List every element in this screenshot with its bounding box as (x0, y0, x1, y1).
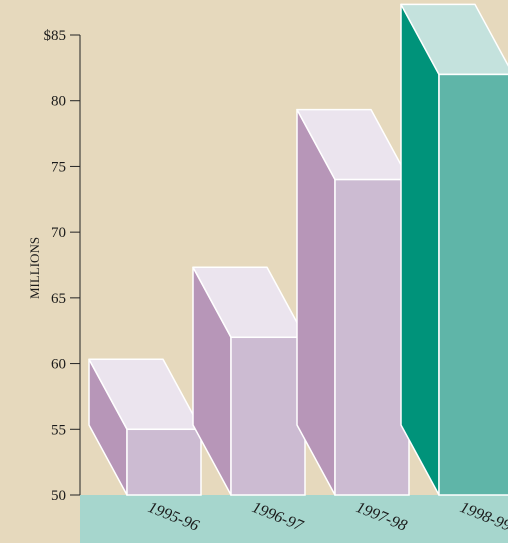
y-tick-label: 80 (51, 94, 66, 110)
y-tick-label: 55 (51, 422, 66, 438)
bar-front-face (438, 73, 508, 496)
bar (192, 266, 306, 496)
bar (88, 358, 202, 496)
y-tick-label: 75 (51, 159, 66, 175)
y-tick-label: 65 (51, 291, 66, 307)
bars-layer (80, 3, 508, 543)
bar-front-face (230, 336, 306, 496)
bar (296, 108, 410, 496)
bar-front-face (126, 428, 202, 496)
bar-side-face (400, 3, 440, 496)
chart-base (80, 495, 508, 543)
bar (400, 3, 508, 496)
bar-front-face (334, 178, 410, 496)
y-axis-label: MILLIONS (27, 237, 42, 299)
y-axis: 50 55 60 65 70 75 80 $85 (44, 28, 81, 504)
y-tick-label: 60 (51, 357, 66, 373)
y-tick-label: 70 (51, 225, 66, 241)
y-tick-label: 50 (51, 488, 66, 504)
bar-top-face (400, 3, 508, 76)
y-tick-label: $85 (44, 28, 67, 44)
